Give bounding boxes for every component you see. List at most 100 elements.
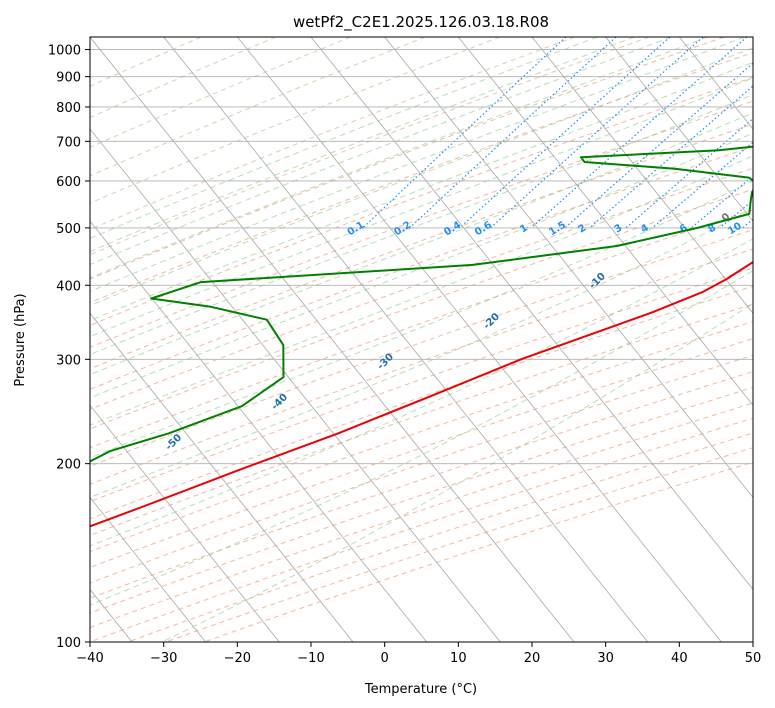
x-tick-label: −10	[297, 651, 324, 666]
isotherm	[752, 37, 753, 38]
isotherm-label: -60	[58, 473, 79, 494]
mixing-ratio-line	[459, 37, 671, 229]
isotherm	[163, 37, 649, 642]
dry-adiabat	[90, 188, 753, 430]
y-tick-label: 300	[56, 353, 81, 368]
moist-adiabat	[90, 47, 753, 307]
mixing-ratio-label: 2	[577, 222, 589, 235]
mixing-ratio-label: 3	[613, 222, 625, 235]
isotherm-label: -40	[270, 392, 291, 413]
isotherm	[678, 37, 753, 130]
mixing-ratio-line	[625, 117, 753, 229]
mixing-ratio-label: 13	[753, 221, 771, 238]
moist-adiabat	[90, 270, 753, 606]
y-tick-label: 600	[56, 175, 81, 190]
mixing-ratio-line	[742, 218, 753, 229]
x-tick-label: −30	[150, 651, 177, 666]
moist-adiabat	[90, 37, 598, 239]
moist-adiabat	[90, 77, 753, 338]
mixing-ratio-label: 0.6	[473, 220, 494, 239]
mixing-ratio-line	[690, 175, 753, 229]
moist-adiabat	[90, 61, 753, 322]
isotherm-label: -10	[587, 271, 608, 292]
x-tick-label: 30	[597, 651, 614, 666]
x-tick-label: −40	[76, 651, 103, 666]
x-tick-label: −20	[224, 651, 251, 666]
isotherm	[384, 37, 753, 499]
isotherm	[531, 37, 753, 314]
profile-series	[90, 145, 753, 528]
y-tick-label: 100	[56, 636, 81, 651]
mixing-ratio-label: 0.4	[442, 220, 463, 239]
dry-adiabat	[90, 123, 753, 370]
y-tick-label: 1000	[48, 44, 81, 59]
isotherm	[310, 37, 753, 591]
mixing-ratio-line	[362, 37, 567, 229]
y-tick-label: 500	[56, 222, 81, 237]
y-tick-label: 800	[56, 101, 81, 116]
chart-title: wetPf2_C2E1.2025.126.03.18.R08	[293, 13, 549, 32]
dry-adiabat	[203, 461, 753, 642]
x-tick-label: 40	[671, 651, 688, 666]
x-tick-label: 20	[524, 651, 541, 666]
isotherm-label: -50	[164, 432, 185, 453]
dry-adiabat	[90, 37, 501, 204]
isotherm	[0, 37, 58, 642]
dry-adiabat	[90, 37, 276, 119]
isotherm	[90, 312, 354, 642]
y-tick-label: 400	[56, 279, 81, 294]
dry-adiabat	[90, 320, 753, 553]
moist-adiabat	[90, 180, 753, 459]
mixing-ratio-label: 1.5	[547, 220, 568, 239]
dry-adiabat	[90, 370, 753, 599]
x-tick-label: 50	[745, 651, 762, 666]
y-tick-label: 200	[56, 458, 81, 473]
x-axis-label: Temperature (°C)	[364, 682, 477, 697]
x-tick-label: 0	[381, 651, 389, 666]
mixing-ratio-label: 10	[726, 221, 744, 238]
mixing-ratio-line	[770, 37, 775, 228]
dry-adiabat	[90, 209, 753, 449]
mixing-ratio-label: 4	[639, 222, 651, 235]
temperature-profile	[90, 260, 753, 528]
dry-adiabat	[90, 285, 753, 520]
mixing-ratio-line	[530, 37, 748, 229]
dry-adiabat	[90, 37, 202, 87]
isotherm	[457, 37, 753, 407]
dry-adiabat	[90, 402, 753, 629]
mixing-ratio-label: 8	[706, 222, 718, 235]
isotherm	[90, 404, 280, 642]
moist-adiabat	[90, 238, 753, 547]
dry-adiabat	[90, 338, 753, 569]
mixing-ratio-line	[409, 37, 617, 229]
mixing-ratio-line	[564, 62, 753, 229]
isotherm	[90, 496, 207, 642]
mixing-ratio-label: 0.1	[346, 220, 367, 239]
isotherm	[605, 37, 753, 222]
dry-adiabat	[90, 267, 753, 503]
plot-frame	[89, 36, 754, 643]
moist-adiabat	[90, 93, 753, 356]
isotherm-label: -20	[481, 311, 502, 332]
isotherm	[90, 128, 501, 642]
y-tick-label: 700	[56, 135, 81, 150]
dry-adiabat	[90, 37, 575, 231]
moist-adiabat	[90, 112, 753, 376]
dry-adiabat	[90, 386, 753, 614]
isotherm	[90, 37, 575, 642]
isotherm	[90, 220, 428, 642]
x-axis: −40 −30 −20 −10 0 10 20 30 40 50	[76, 642, 761, 666]
moist-adiabat	[90, 37, 708, 279]
moist-adiabat	[90, 37, 745, 292]
isotherm-label: -30	[376, 352, 397, 373]
mixing-ratio-label: 6	[678, 222, 690, 235]
gridlines	[0, 37, 753, 642]
background-lines	[90, 37, 775, 642]
y-tick-label: 900	[56, 71, 81, 86]
dewpoint-profile	[90, 145, 753, 463]
dry-adiabat	[90, 37, 650, 256]
y-axis: 100 200 300 400 500 600 700 800 900 1000	[48, 44, 90, 651]
x-tick-label: 10	[450, 651, 467, 666]
isotherm	[236, 37, 722, 642]
